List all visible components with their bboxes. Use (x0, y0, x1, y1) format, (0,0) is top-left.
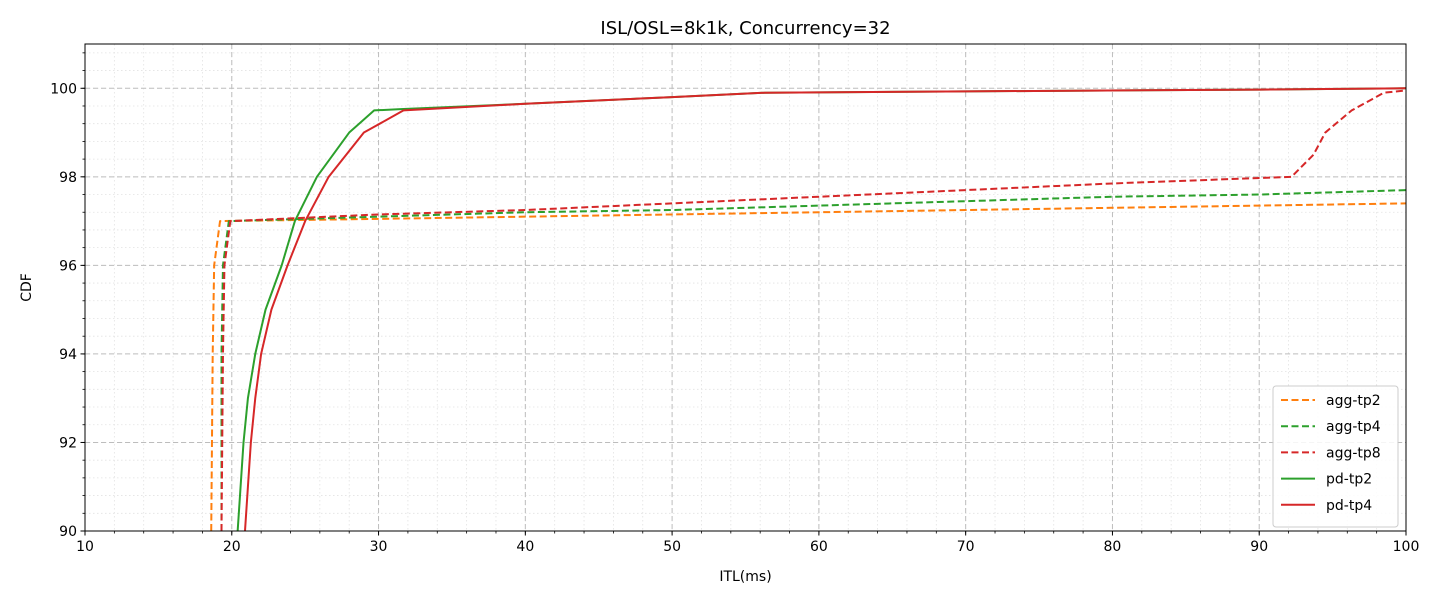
y-tick-label: 96 (59, 258, 77, 274)
x-tick-label: 30 (370, 539, 388, 555)
plot-background (85, 44, 1406, 531)
y-axis-label: CDF (19, 273, 35, 302)
chart-title: ISL/OSL=8k1k, Concurrency=32 (600, 18, 890, 39)
x-axis-label: ITL(ms) (719, 569, 771, 585)
x-tick-label: 80 (1104, 539, 1122, 555)
x-tick-label: 50 (663, 539, 681, 555)
legend-label-pd-tp2: pd-tp2 (1326, 472, 1372, 488)
series-line-agg-tp2 (210, 202, 1406, 531)
x-tick-label: 10 (76, 539, 94, 555)
axis-ticks: 10 20 30 40 50 60 70 80 90 100 90 92 94 96 98 100 (50, 52, 1420, 555)
legend-box (1272, 385, 1399, 528)
y-tick-label: 100 (50, 81, 77, 97)
series-line-agg-tp8 (220, 89, 1406, 531)
legend-label-pd-tp4: pd-tp4 (1326, 498, 1372, 514)
y-tick-label: 90 (59, 524, 77, 540)
series-line-agg-tp4 (220, 189, 1406, 531)
x-tick-label: 90 (1250, 539, 1268, 555)
series-layer (210, 87, 1406, 531)
series-line-pd-tp4 (243, 87, 1406, 531)
y-tick-label: 94 (59, 347, 77, 363)
legend-label-agg-tp4: agg-tp4 (1326, 419, 1381, 435)
plot-frame (84, 43, 1407, 532)
x-tick-label: 20 (223, 539, 241, 555)
legend-label-agg-tp8: agg-tp8 (1326, 445, 1381, 461)
legend: agg-tp2 agg-tp4 agg-tp8 pd-tp2 pd-tp4 (1272, 385, 1399, 528)
x-tick-label: 70 (957, 539, 975, 555)
x-tick-label: 40 (516, 539, 534, 555)
y-tick-label: 98 (59, 170, 77, 186)
x-tick-label: 60 (810, 539, 828, 555)
x-tick-label: 100 (1393, 539, 1420, 555)
y-tick-label: 92 (59, 435, 77, 451)
legend-label-agg-tp2: agg-tp2 (1326, 393, 1381, 409)
